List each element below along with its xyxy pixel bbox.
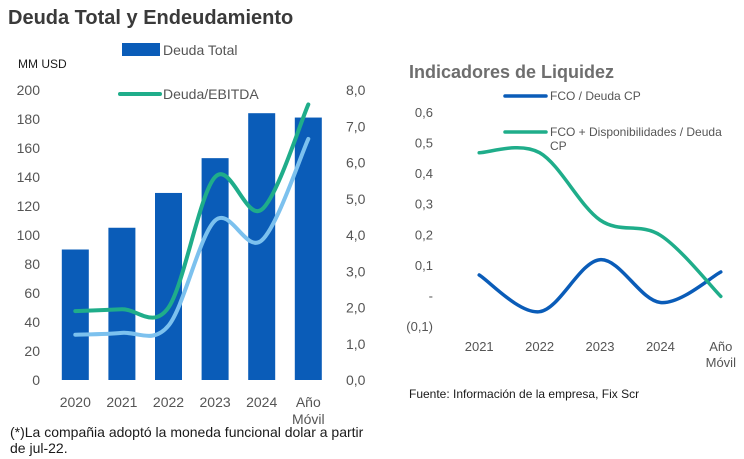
- left-chart-title: Deuda Total y Endeudamiento: [8, 7, 294, 29]
- x-tick-label: 2022: [525, 339, 554, 354]
- y-tick-label: 0,2: [415, 227, 433, 242]
- x-tick-label: Móvil: [292, 411, 325, 427]
- x-tick-label: Año: [709, 339, 732, 354]
- right-y-tick-label: 2,0: [346, 300, 366, 316]
- line-fco-deuda-cp: [477, 257, 723, 314]
- right-chart: (0,1) - 0,1 0,2 0,3 0,4 0,5 0,6 2021 2022 2023 2024…: [406, 89, 736, 370]
- bar-deuda-total: [61, 249, 89, 380]
- x-tick-label: Año: [296, 394, 321, 410]
- legend-label-fco-deuda-cp: FCO / Deuda CP: [550, 89, 641, 103]
- right-y-tick-label: 6,0: [346, 155, 366, 171]
- left-y-tick-label: 100: [17, 227, 41, 243]
- right-y-tick-label: 7,0: [346, 118, 366, 134]
- bar-deuda-total: [248, 113, 276, 380]
- x-tick-label: 2024: [246, 394, 277, 410]
- right-y-tick-label: 1,0: [346, 336, 366, 352]
- left-y-tick-label: 0: [32, 372, 40, 388]
- right-y-tick-label: 3,0: [346, 263, 366, 279]
- y-tick-label: 0,5: [415, 136, 433, 151]
- line-secondary-ratio: [73, 136, 311, 338]
- legend-swatch-deuda-total: [122, 43, 160, 56]
- legend-label-deuda-total: Deuda Total: [163, 42, 237, 58]
- legend-label-deuda-ebitda: Deuda/EBITDA: [163, 86, 259, 102]
- left-y-tick-label: 200: [17, 82, 41, 98]
- y-tick-label: (0,1): [406, 319, 433, 334]
- left-y-tick-label: 120: [17, 198, 41, 214]
- y-tick-label: -: [429, 288, 433, 303]
- x-tick-label: 2021: [465, 339, 494, 354]
- left-y-tick-label: 20: [24, 343, 40, 359]
- left-y-tick-label: 60: [24, 285, 40, 301]
- left-y-tick-label: 180: [17, 111, 41, 127]
- right-y-tick-label: 5,0: [346, 191, 366, 207]
- y-tick-label: 0,6: [415, 105, 433, 120]
- bar-deuda-total: [294, 117, 322, 381]
- right-y-tick-label: 0,0: [346, 372, 366, 388]
- left-y-tick-label: 140: [17, 169, 41, 185]
- x-tick-label: 2020: [60, 394, 91, 410]
- x-tick-label: 2022: [153, 394, 184, 410]
- right-chart-title: Indicadores de Liquidez: [409, 62, 615, 82]
- left-chart: 0 20 40 60 80 100 120 140 160 180 200 0,0 1,0 2,0 3,0 4…: [17, 42, 366, 427]
- right-y-tick-label: 8,0: [346, 82, 366, 98]
- x-tick-label: 2021: [106, 394, 137, 410]
- x-tick-label: 2024: [646, 339, 675, 354]
- left-y-tick-label: 160: [17, 140, 41, 156]
- left-y-tick-label: 40: [24, 314, 40, 330]
- y-tick-label: 0,3: [415, 197, 433, 212]
- source-note: Fuente: Información de la empresa, Fix S…: [409, 387, 640, 401]
- x-tick-label: Móvil: [706, 355, 736, 370]
- right-y-tick-label: 4,0: [346, 227, 366, 243]
- legend-label-fco-disp-deuda-cp: FCO + Disponibilidades / Deuda CP: [550, 125, 722, 153]
- left-y-tick-label: 80: [24, 256, 40, 272]
- y-tick-label: 0,1: [415, 258, 433, 273]
- line-deuda-ebitda: [73, 102, 311, 320]
- bar-deuda-total: [108, 227, 136, 380]
- left-y-axis-unit: MM USD: [18, 57, 67, 71]
- line-fco-disp-deuda-cp: [477, 145, 723, 299]
- x-tick-label: 2023: [586, 339, 615, 354]
- y-tick-label: 0,4: [415, 166, 433, 181]
- x-tick-label: 2023: [200, 394, 231, 410]
- footnote: (*)La compañia adoptó la moneda funciona…: [10, 424, 364, 456]
